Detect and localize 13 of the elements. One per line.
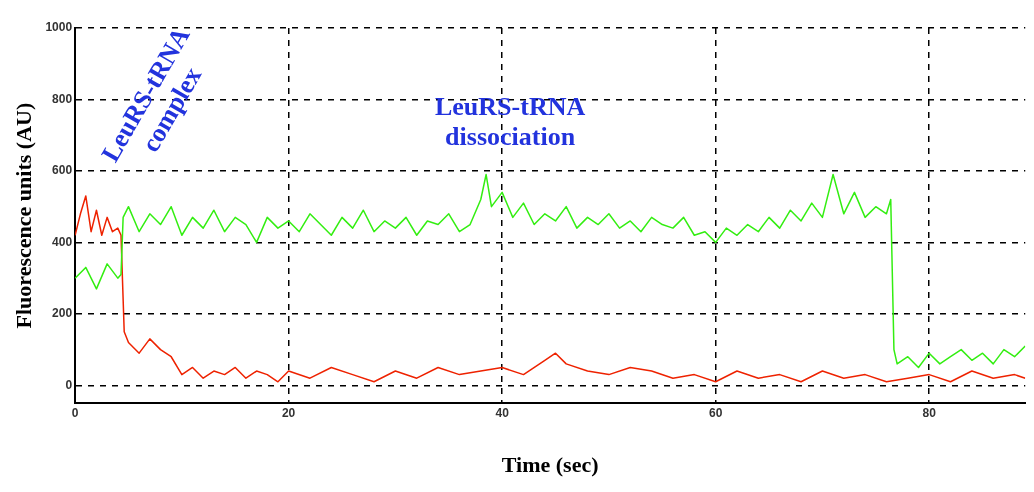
x-tick-label: 60 <box>708 405 723 420</box>
x-tick-label: 80 <box>922 405 937 420</box>
y-tick-label: 1000 <box>45 20 73 35</box>
y-tick-label: 200 <box>52 306 73 321</box>
x-tick-label: 20 <box>281 405 296 420</box>
y-tick-label: 400 <box>52 234 73 249</box>
y-tick-label: 800 <box>52 91 73 106</box>
y-axis-title: Fluorescence units (AU) <box>10 102 36 329</box>
annotation: LeuRS-tRNA dissociation <box>434 91 586 151</box>
y-tick-label: 0 <box>65 377 73 392</box>
y-tick-label: 600 <box>52 163 73 178</box>
x-tick-label: 40 <box>495 405 510 420</box>
x-axis-title: Time (sec) <box>501 452 599 478</box>
